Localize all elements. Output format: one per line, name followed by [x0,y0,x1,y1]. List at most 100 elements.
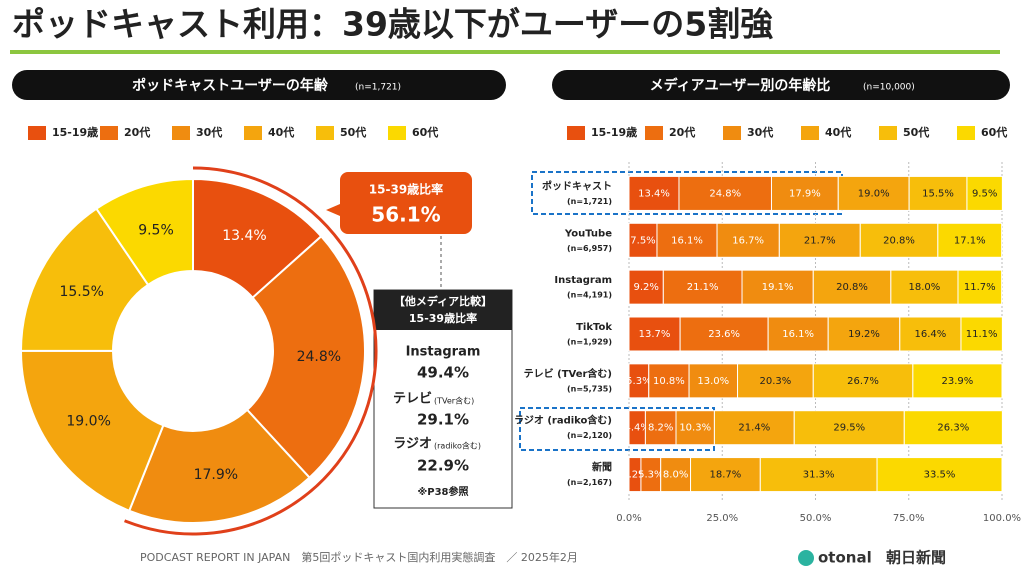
logo-asahi: 朝日新聞 [886,549,946,567]
legend-swatch [244,126,262,140]
legend-swatch [957,126,975,140]
donut-slice [95,177,194,287]
bar-segment [957,269,1003,305]
category-label: Instagram [554,275,612,286]
slice-label: 9.5% [138,223,174,239]
bar-label: 16.1% [671,235,703,246]
bar-segment [827,316,901,352]
legend-label: 20代 [669,125,695,139]
bar-label: 19.2% [848,329,880,340]
bar-label: 8.2% [648,423,673,434]
bar-label: 17.1% [954,235,986,246]
bar-segment [628,316,681,352]
callout-label: 15-39歳比率 [369,182,443,197]
bar-segment [716,222,780,258]
bar-label: 5.3% [638,470,663,481]
bar-label: 10.8% [653,376,685,387]
bar-segment [679,316,769,352]
bar-label: 9.5% [972,188,997,199]
bar-label: 23.6% [708,329,740,340]
bar-segment [644,410,677,446]
bar-label: 24.8% [709,188,741,199]
bar-segment [737,363,814,399]
bar-label: 8.0% [663,470,688,481]
legend-label: 15-19歳 [52,125,98,139]
comparison-note: (radiko含む) [434,441,481,451]
bar-segment [837,175,910,211]
callout-box [326,172,472,234]
comparison-name: Instagram [406,345,481,360]
x-tick-label: 0.0% [616,513,641,524]
donut-slice [19,207,150,352]
bar-label: 21.1% [687,282,719,293]
legend-swatch [28,126,46,140]
bar-label: 20.8% [883,235,915,246]
bar-label: 19.1% [762,282,794,293]
legend-swatch [567,126,585,140]
legend-swatch [172,126,190,140]
bar-label: 16.4% [914,329,946,340]
footer-text: PODCAST REPORT IN JAPAN 第5回ポッドキャスト国内利用実態… [140,550,578,564]
bar-label: 5.3% [626,376,651,387]
bar-label: 23.9% [942,376,974,387]
right-chart-subtitle: (n=10,000) [863,83,915,93]
legend-swatch [801,126,819,140]
x-tick-label: 25.0% [706,513,738,524]
bar-label: 20.8% [836,282,868,293]
x-tick-label: 50.0% [800,513,832,524]
bar-segment [912,363,1003,399]
comparison-name: ラジオ [393,437,432,452]
bar-label: 20.3% [760,376,792,387]
bar-label: 33.5% [924,470,956,481]
otonal-icon [798,550,814,566]
category-sample: (n=2,167) [567,478,612,487]
legend-label: 50代 [903,125,929,139]
bar-segment [937,222,1003,258]
bar-segment [812,363,914,399]
bar-label: 13.4% [638,188,670,199]
slice-label: 15.5% [59,284,103,300]
bar-label: 17.9% [789,188,821,199]
bar-segment [960,316,1003,352]
bar-segment [656,222,718,258]
category-sample: (n=2,120) [567,431,612,440]
bar-segment [908,175,968,211]
legend-swatch [723,126,741,140]
bar-segment [876,457,1003,493]
logo-otonal: otonal [818,549,872,567]
category-sample: (n=1,721) [567,197,612,206]
legend-label: 40代 [825,125,851,139]
category-sample: (n=5,735) [567,384,612,393]
comparison-name: テレビ [393,391,432,407]
right-header [552,70,1010,100]
bar-label: 31.3% [803,470,835,481]
bar-segment [966,175,1003,211]
slice-label: 13.4% [222,228,266,244]
comparison-footnote: ※P38参照 [418,485,469,498]
bar-segment [770,175,839,211]
comparison-value: 22.9% [417,457,469,475]
slice-label: 19.0% [66,414,110,430]
bar-segment [778,222,861,258]
category-label: ラジオ (radiko含む) [514,414,612,427]
bar-label: 15.5% [922,188,954,199]
bar-segment [662,269,743,305]
bar-segment [648,363,690,399]
donut-slice [127,408,311,524]
bar-segment [859,222,939,258]
legend-swatch [645,126,663,140]
legend-label: 15-19歳 [591,125,637,139]
left-chart-subtitle: (n=1,721) [355,83,401,93]
legend-swatch [388,126,406,140]
legend-label: 40代 [268,125,294,139]
bar-segment [741,269,814,305]
category-label: YouTube [564,228,612,239]
bar-segment [759,457,878,493]
donut-slice [245,234,366,479]
legend-swatch [879,126,897,140]
comparison-value: 29.1% [417,411,469,429]
donut-slice [20,349,165,513]
bar-label: 7.5% [630,235,655,246]
bar-label: 4.4% [625,423,650,434]
